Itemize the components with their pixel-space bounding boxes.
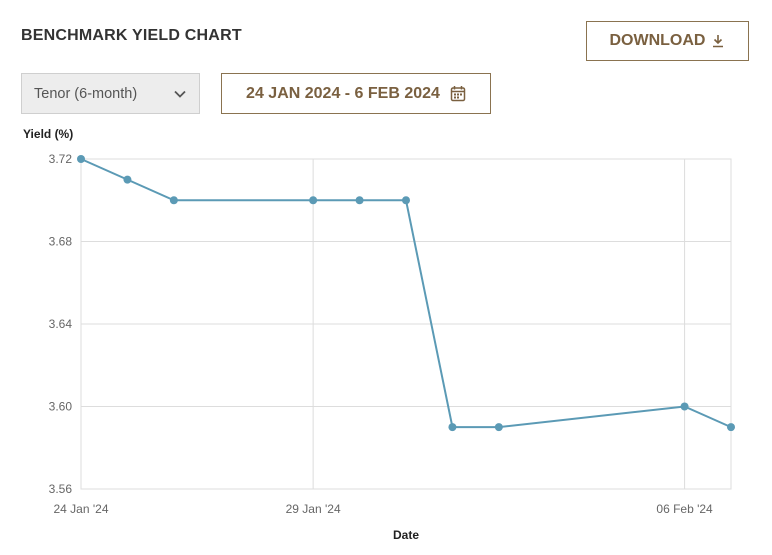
x-tick-label: 29 Jan '24 [286,502,341,516]
y-tick-label: 3.60 [49,400,73,414]
series-line [80,158,732,429]
download-icon [711,34,725,48]
download-button[interactable]: DOWNLOAD [586,21,749,61]
y-axis-title: Yield (%) [23,127,73,141]
yield-chart: 3.56 3.60 3.64 3.68 3.72 24 Jan '24 29 Jan '24… [23,127,735,542]
date-range-button[interactable]: 24 JAN 2024 - 6 FEB 2024 [221,73,491,114]
data-point [680,402,689,411]
data-point [448,423,457,432]
data-point [355,196,364,205]
data-point [494,423,503,432]
y-tick-label: 3.72 [49,152,73,166]
data-point [77,155,85,163]
data-point [169,196,178,205]
data-point [402,196,410,205]
tenor-select-value: Tenor (6-month) [34,85,138,102]
page-title: BENCHMARK YIELD CHART [21,27,242,44]
date-range-label: 24 JAN 2024 - 6 FEB 2024 [246,84,440,102]
tenor-select[interactable]: Tenor (6-month) [21,73,200,114]
y-tick-label: 3.68 [49,235,73,249]
chevron-down-icon [173,89,187,99]
y-tick-label: 3.64 [49,317,73,331]
data-point [123,175,132,184]
data-point [309,196,318,205]
y-tick-label: 3.56 [49,482,73,496]
x-tick-label: 24 Jan '24 [53,502,108,516]
calendar-icon [450,85,466,102]
data-point [727,423,735,432]
x-axis-title: Date [393,528,419,542]
x-tick-label: 06 Feb '24 [656,502,713,516]
download-label: DOWNLOAD [609,32,706,49]
